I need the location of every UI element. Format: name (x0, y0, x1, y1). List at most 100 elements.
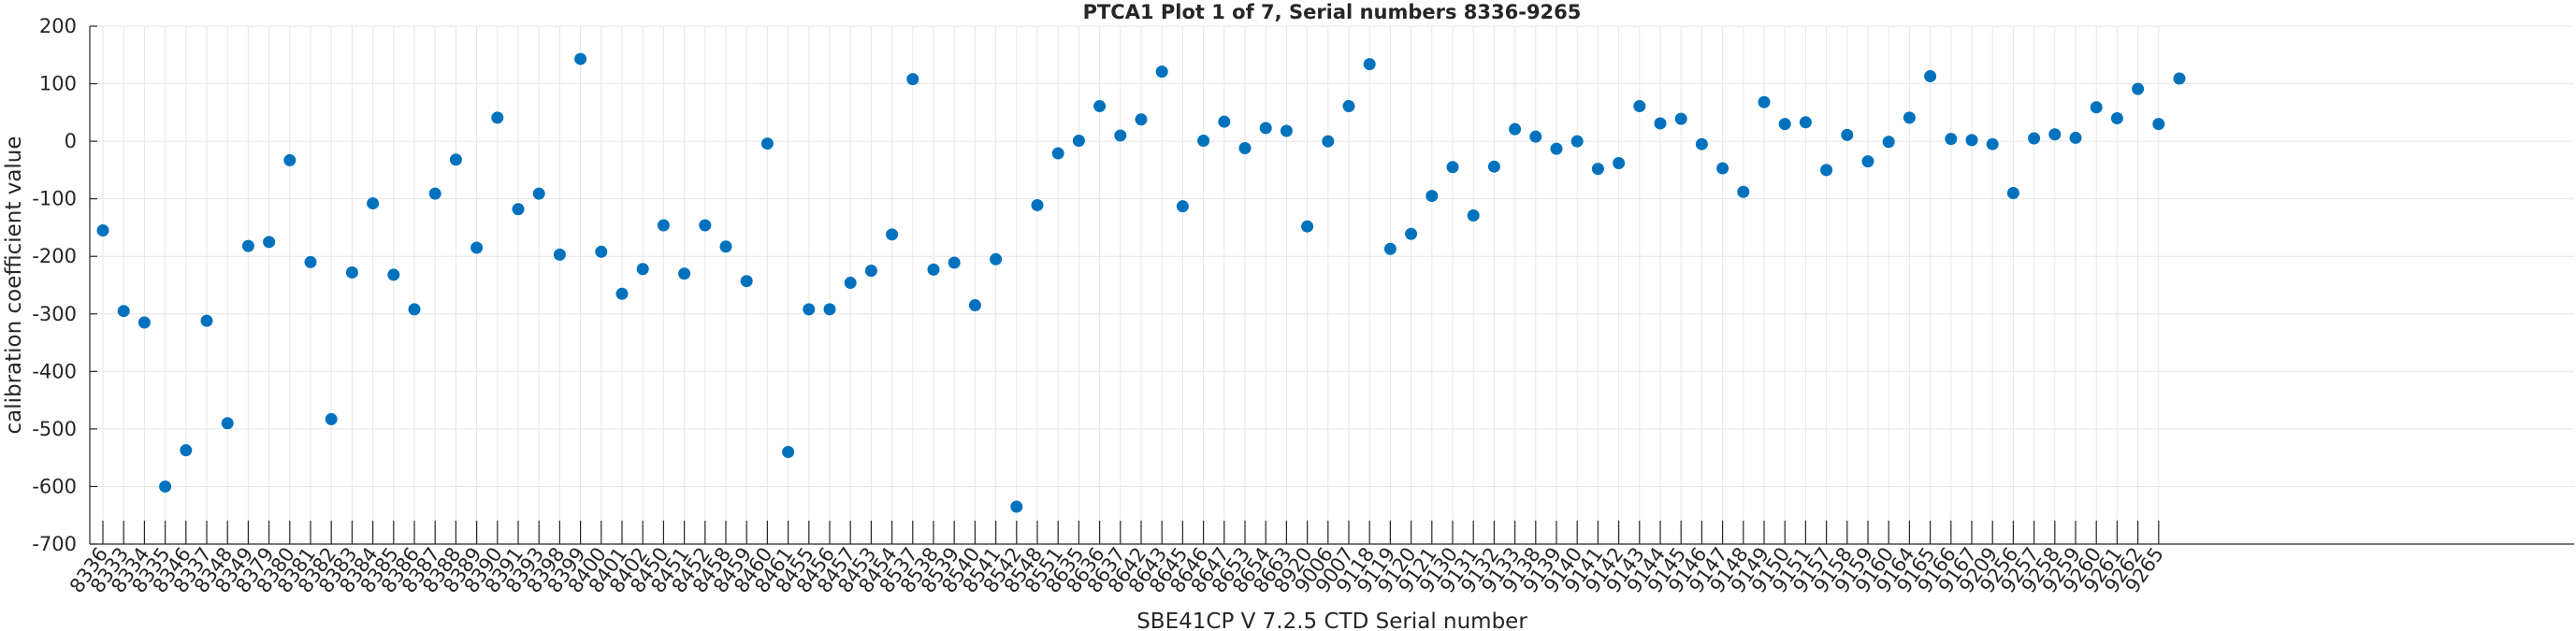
data-point (367, 197, 380, 210)
data-point (1758, 95, 1771, 108)
y-tick-label: 100 (39, 73, 77, 95)
grid-lines (90, 25, 2574, 545)
data-point (283, 153, 297, 166)
y-tick-label: -300 (32, 303, 77, 325)
data-point (180, 444, 193, 457)
data-point (137, 316, 151, 329)
data-point (1716, 162, 1729, 175)
data-point (241, 239, 254, 252)
data-point (1882, 136, 1895, 149)
data-point (636, 263, 649, 276)
data-point (1031, 198, 1044, 211)
data-point (1280, 124, 1293, 137)
y-tick-label: -500 (32, 418, 77, 440)
data-point (1841, 128, 1854, 141)
data-point (1342, 100, 1355, 113)
data-point (387, 268, 400, 281)
data-point (470, 241, 484, 254)
data-point (2090, 101, 2103, 114)
data-point (782, 446, 795, 459)
data-point (678, 267, 691, 280)
data-point (1051, 147, 1064, 160)
data-point (1633, 100, 1646, 113)
data-point (1861, 155, 1874, 168)
data-point (1674, 112, 1687, 125)
data-point (1778, 118, 1791, 131)
data-point (844, 277, 857, 290)
data-point (1487, 160, 1500, 173)
data-point (117, 305, 130, 318)
data-point (1820, 164, 1833, 177)
data-point (2132, 82, 2145, 95)
data-point (1467, 209, 1480, 222)
data-point (1176, 200, 1189, 213)
data-point (657, 219, 670, 232)
data-point (823, 303, 836, 316)
data-point (906, 73, 919, 86)
data-point (864, 265, 877, 278)
data-point (886, 228, 899, 241)
data-point (1238, 141, 1252, 154)
data-point (968, 299, 981, 312)
data-point (1737, 185, 1750, 198)
data-point (428, 187, 441, 200)
data-point (1405, 227, 1418, 240)
data-point (263, 236, 276, 249)
data-point (200, 314, 213, 327)
data-point (574, 52, 587, 65)
data-point (1529, 130, 1542, 143)
data-point (345, 265, 358, 279)
data-point (512, 203, 525, 216)
data-point (96, 224, 109, 237)
y-tick-label: -400 (32, 360, 77, 382)
data-point (1114, 129, 1127, 142)
y-tick-label: 0 (65, 130, 77, 152)
data-point (1799, 116, 1812, 129)
data-point (740, 275, 753, 288)
data-point (1986, 137, 1999, 151)
data-point (2048, 128, 2062, 141)
y-tick-label: -100 (32, 188, 77, 210)
data-point (2028, 132, 2041, 145)
data-point (948, 256, 961, 269)
data-point (1903, 111, 1916, 124)
data-point (1322, 135, 1335, 148)
data-point (699, 219, 712, 232)
x-tick-labels: 8336833383348335834683378348834983798380… (65, 543, 2168, 597)
data-point (1259, 122, 1272, 135)
data-point (325, 412, 338, 425)
data-point (1509, 122, 1522, 136)
data-point (1383, 242, 1397, 255)
data-point (159, 480, 172, 493)
data-points (96, 52, 2186, 513)
data-point (1695, 137, 1708, 151)
data-point (1425, 190, 1439, 203)
data-point (1965, 134, 1978, 147)
data-point (553, 248, 566, 261)
axes (89, 25, 2574, 545)
data-point (760, 137, 774, 151)
data-point (927, 263, 940, 276)
data-point (1093, 100, 1107, 113)
data-point (1550, 142, 1563, 155)
data-point (449, 153, 462, 166)
data-point (2152, 118, 2165, 131)
data-point (1135, 113, 1148, 126)
y-tick-label: 200 (39, 15, 77, 37)
data-point (1654, 117, 1667, 130)
data-point (408, 303, 421, 316)
y-tick-labels: 200 100 0 -100 -200 -300 -400 -500 -600 -700 (32, 15, 77, 555)
data-point (1218, 115, 1231, 128)
data-point (491, 111, 504, 124)
data-point (1363, 58, 1376, 71)
data-point (803, 303, 816, 316)
data-point (990, 252, 1003, 265)
data-point (2110, 111, 2123, 124)
data-point (1446, 161, 1459, 174)
data-point (595, 245, 608, 258)
data-point (1072, 134, 1085, 147)
data-point (2069, 131, 2082, 144)
data-point (1613, 157, 1626, 170)
data-point (1301, 220, 1314, 233)
